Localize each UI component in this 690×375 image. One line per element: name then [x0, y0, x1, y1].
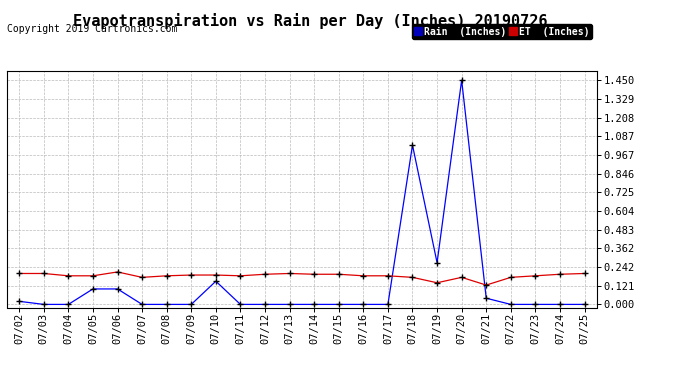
Text: Copyright 2019 Cartronics.com: Copyright 2019 Cartronics.com [7, 24, 177, 34]
Text: Evapotranspiration vs Rain per Day (Inches) 20190726: Evapotranspiration vs Rain per Day (Inch… [73, 13, 548, 29]
Legend: Rain  (Inches), ET  (Inches): Rain (Inches), ET (Inches) [412, 24, 592, 39]
